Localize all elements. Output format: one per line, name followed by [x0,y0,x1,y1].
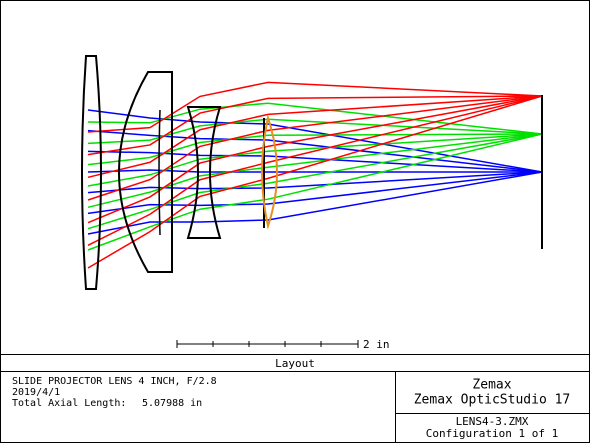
lens-element [186,106,222,239]
rays [87,81,543,269]
brand-product: Zemax OpticStudio 17 [414,393,571,408]
lens-element [81,55,102,290]
ray [87,150,543,173]
ray [87,133,543,230]
ray [87,171,543,235]
info-date: 2019/4/1 [12,387,60,398]
ray [87,95,543,247]
ray [87,171,543,215]
info-length-label: Total Axial Length: [12,398,126,409]
ray [87,133,543,209]
ray [87,81,543,133]
brand-name: Zemax [472,378,511,393]
file-configuration: Configuration 1 of 1 [426,427,558,440]
ray [87,102,543,135]
panel-title: Layout [275,357,315,370]
ray [87,171,543,194]
ray [87,169,542,173]
ray [87,95,543,179]
file-name: LENS4-3.ZMX [456,415,529,428]
ray [87,95,543,269]
ray [87,118,543,145]
lens-element [118,71,173,273]
scale-label: 2 in [363,338,390,351]
scale-bar [176,340,359,348]
lens-element [261,114,278,230]
lens-surface [158,109,161,236]
ray [87,133,543,166]
info-title: SLIDE PROJECTOR LENS 4 INCH, F/2.8 [12,376,217,387]
ray [87,95,543,224]
ray [87,95,543,201]
info-length-value: 5.07988 in [142,398,202,409]
ray [87,133,543,187]
ray [87,95,543,156]
